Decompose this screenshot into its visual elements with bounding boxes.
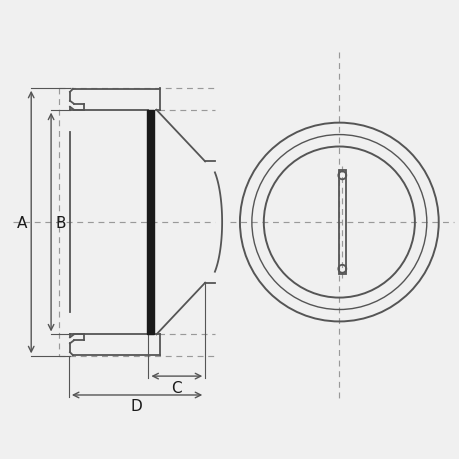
Text: D: D: [130, 398, 142, 414]
Bar: [339, 171, 346, 274]
Bar: [146, 111, 154, 335]
Text: A: A: [17, 215, 28, 230]
Text: C: C: [171, 380, 181, 395]
Text: B: B: [56, 215, 66, 230]
